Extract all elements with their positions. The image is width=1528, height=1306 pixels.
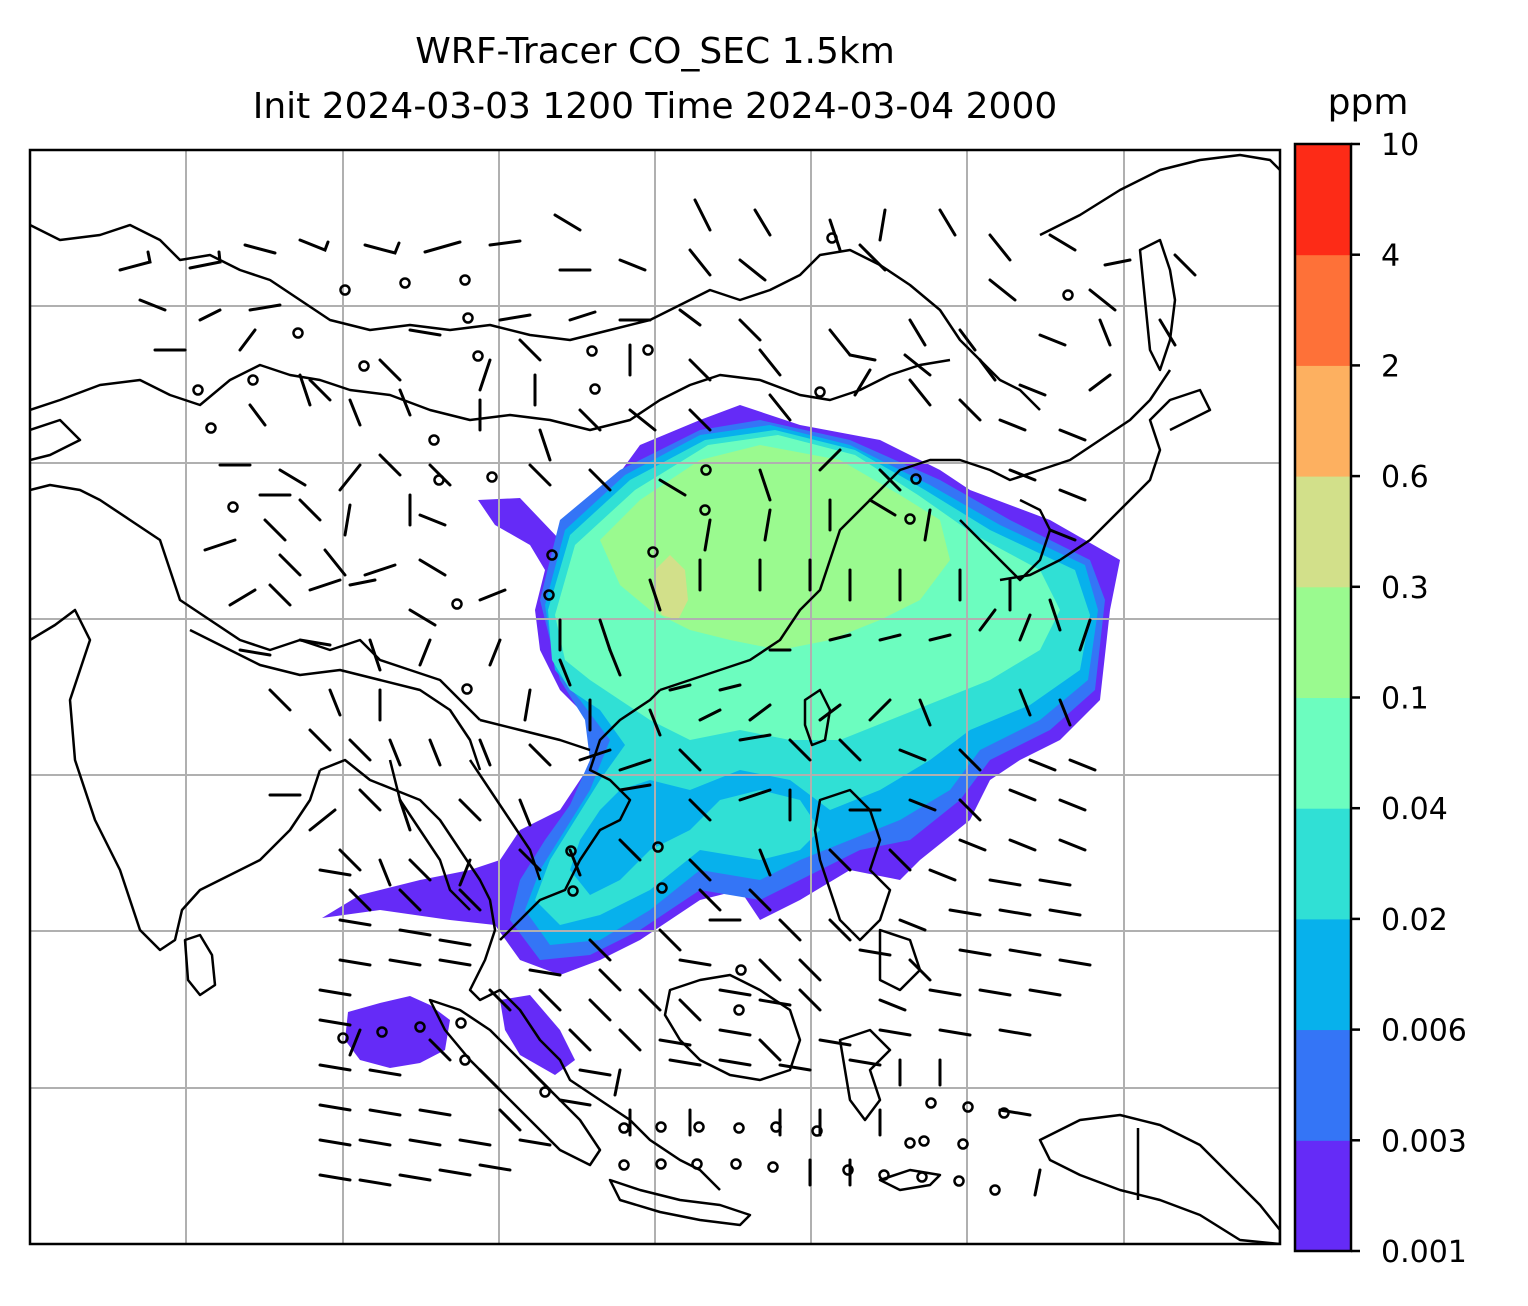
- colorbar-tick-label: 0.003: [1381, 1124, 1467, 1159]
- border-laos-vietnam: [468, 759, 542, 881]
- colorbar-block: [1295, 144, 1351, 256]
- island-sakhalin: [1138, 238, 1177, 372]
- tracer-fill-0.3: [655, 555, 688, 620]
- border-himalaya: [189, 628, 482, 771]
- map-title-line-2: Init 2024-03-03 1200 Time 2024-03-04 200…: [252, 86, 1058, 127]
- coastline-japan: [999, 388, 1212, 582]
- colorbar-block: [1295, 254, 1351, 366]
- island-java: [608, 1178, 752, 1227]
- map-area: [30, 150, 1280, 1244]
- island-taiwan: [803, 688, 832, 747]
- colorbar-block: [1295, 697, 1351, 809]
- colorbar-tick-label: 0.02: [1381, 903, 1448, 938]
- map-title-line-1: WRF-Tracer CO_SEC 1.5km: [415, 31, 895, 72]
- border-north-china-mongolia: [30, 223, 1041, 411]
- colorbar-tick-labels: 0.001 0.003 0.006 0.02 0.04 0.1 0.3 0.6 2 4 10: [1381, 128, 1467, 1270]
- border-central-asia: [30, 483, 481, 721]
- coastline-indochina: [319, 758, 721, 1191]
- colorbar-block: [1295, 1029, 1351, 1141]
- border-south-china-interior: [479, 718, 591, 752]
- coastline-vietnam: [499, 689, 661, 941]
- island-timor: [878, 1168, 942, 1192]
- coastline-india: [30, 608, 322, 952]
- colorbar-ticks: [1351, 142, 1360, 1253]
- colorbar-frame: [1293, 142, 1353, 1253]
- colorbar-tick-label: 0.001: [1381, 1235, 1467, 1270]
- colorbar-unit-label: ppm: [1327, 82, 1409, 123]
- border-myanmar-thailand: [388, 759, 471, 911]
- colorbar-block: [1295, 365, 1351, 477]
- colorbar-tick-label: 2: [1381, 349, 1400, 384]
- island-borneo: [663, 973, 802, 1082]
- colorbar: 0.001 0.003 0.006 0.02 0.04 0.1 0.3 0.6 2 4 10: [1293, 128, 1467, 1270]
- colorbar-tick-label: 4: [1381, 239, 1400, 274]
- island-sumatra: [428, 998, 602, 1167]
- coastline-korea: [959, 498, 1052, 582]
- colorbar-tick-label: 0.6: [1381, 460, 1429, 495]
- colorbar-block: [1295, 586, 1351, 698]
- colorbar-block: [1295, 808, 1351, 920]
- colorbar-tick-label: 10: [1381, 128, 1419, 163]
- tracer-fill-0.001-island: [345, 996, 450, 1068]
- island-sri-lanka: [183, 933, 217, 997]
- map-frame: [28, 148, 1282, 1246]
- colorbar-tick-label: 0.3: [1381, 571, 1429, 606]
- colorbar-tick-label: 0.006: [1381, 1014, 1467, 1049]
- colorbar-color-blocks: [1295, 144, 1351, 1252]
- island-sulawesi: [838, 1028, 892, 1122]
- colorbar-tick-label: 0.1: [1381, 682, 1429, 717]
- colorbar-block: [1295, 1140, 1351, 1252]
- wind-barbs: [118, 198, 1197, 1197]
- colorbar-tick-label: 0.04: [1381, 792, 1448, 827]
- island-new-guinea: [1038, 1113, 1280, 1244]
- tracer-concentration-field: [322, 405, 1120, 1075]
- colorbar-block: [1295, 476, 1351, 588]
- border-south-mongolia: [30, 358, 951, 432]
- border-kazakhstan: [30, 418, 82, 462]
- colorbar-block: [1295, 918, 1351, 1031]
- calm-wind-circles: [192, 232, 1074, 1196]
- coastline-russia-far-east: [1039, 153, 1280, 237]
